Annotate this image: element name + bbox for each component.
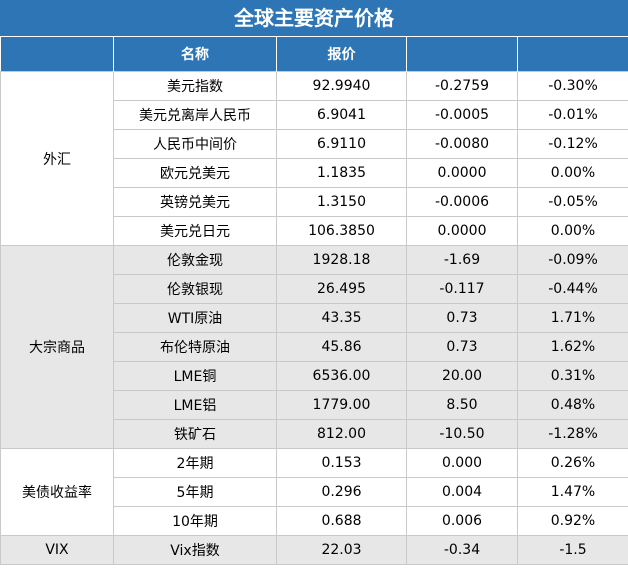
change-pct-cell: -1.28% xyxy=(517,419,628,449)
asset-name-cell: LME铝 xyxy=(113,390,277,420)
category-cell: 美债收益率 xyxy=(0,448,114,536)
table-row: 铁矿石 812.00 -10.50 -1.28% xyxy=(1,419,628,449)
header-row: 名称 报价 xyxy=(0,37,628,72)
change-cell: 0.006 xyxy=(406,506,518,536)
change-pct-cell: -1.5 xyxy=(517,535,628,565)
change-cell: -0.0006 xyxy=(406,187,518,217)
table-row: 欧元兑美元 1.1835 0.0000 0.00% xyxy=(1,158,628,188)
asset-name-cell: Vix指数 xyxy=(113,535,277,565)
table-row: 外汇 美元指数 92.9940 -0.2759 -0.30% xyxy=(0,71,628,246)
table-row: 伦敦银现 26.495 -0.117 -0.44% xyxy=(1,274,628,304)
change-cell: 0.0000 xyxy=(406,216,518,246)
price-cell: 6536.00 xyxy=(276,361,407,391)
change-cell: 0.73 xyxy=(406,303,518,333)
table-row: LME铝 1779.00 8.50 0.48% xyxy=(1,390,628,420)
change-pct-cell: 0.92% xyxy=(517,506,628,536)
asset-name-cell: 铁矿石 xyxy=(113,419,277,449)
table-title: 全球主要资产价格 xyxy=(0,0,628,36)
table-row: 人民币中间价 6.9110 -0.0080 -0.12% xyxy=(1,129,628,159)
table-body: 外汇 美元指数 92.9940 -0.2759 -0.30% 美元兑离岸人民币 6.9041… xyxy=(0,71,628,565)
header-price: 报价 xyxy=(276,37,407,72)
price-cell: 0.153 xyxy=(276,448,407,478)
asset-name-cell: 美元兑日元 xyxy=(113,216,277,246)
change-pct-cell: 1.71% xyxy=(517,303,628,333)
asset-name-cell: 欧元兑美元 xyxy=(113,158,277,188)
change-cell: 0.0000 xyxy=(406,158,518,188)
asset-name-cell: WTI原油 xyxy=(113,303,277,333)
change-pct-cell: 0.31% xyxy=(517,361,628,391)
price-cell: 43.35 xyxy=(276,303,407,333)
price-cell: 45.86 xyxy=(276,332,407,362)
asset-name-cell: 美元兑离岸人民币 xyxy=(113,100,277,130)
price-cell: 6.9110 xyxy=(276,129,407,159)
header-category xyxy=(0,37,114,72)
change-cell: -0.2759 xyxy=(406,71,518,101)
table-row: LME铜 6536.00 20.00 0.31% xyxy=(1,361,628,391)
asset-name-cell: 人民币中间价 xyxy=(113,129,277,159)
change-cell: -0.0080 xyxy=(406,129,518,159)
price-cell: 812.00 xyxy=(276,419,407,449)
asset-price-table: 名称 报价 外汇 美元指数 92.9940 -0.2759 -0.30% 美元兑离岸人民币… xyxy=(0,37,628,565)
table-row: 美元兑离岸人民币 6.9041 -0.0005 -0.01% xyxy=(1,100,628,130)
change-pct-cell: -0.09% xyxy=(517,245,628,275)
price-cell: 1779.00 xyxy=(276,390,407,420)
asset-name-cell: 美元指数 xyxy=(113,71,277,101)
change-cell: -0.117 xyxy=(406,274,518,304)
asset-name-cell: 10年期 xyxy=(113,506,277,536)
price-cell: 1928.18 xyxy=(276,245,407,275)
change-pct-cell: -0.01% xyxy=(517,100,628,130)
change-cell: 8.50 xyxy=(406,390,518,420)
table-row: 10年期 0.688 0.006 0.92% xyxy=(1,506,628,536)
change-cell: 0.004 xyxy=(406,477,518,507)
table-row: 5年期 0.296 0.004 1.47% xyxy=(1,477,628,507)
asset-name-cell: 伦敦金现 xyxy=(113,245,277,275)
table-row: VIX Vix指数 22.03 -0.34 -1.5 xyxy=(0,535,628,565)
change-pct-cell: -0.05% xyxy=(517,187,628,217)
change-pct-cell: 0.00% xyxy=(517,158,628,188)
change-cell: -0.34 xyxy=(406,535,518,565)
change-cell: 0.73 xyxy=(406,332,518,362)
table-row: 美元兑日元 106.3850 0.0000 0.00% xyxy=(1,216,628,246)
change-cell: 0.000 xyxy=(406,448,518,478)
change-cell: 20.00 xyxy=(406,361,518,391)
table-row: 大宗商品 伦敦金现 1928.18 -1.69 -0.09% xyxy=(0,245,628,449)
change-pct-cell: -0.44% xyxy=(517,274,628,304)
change-pct-cell: 1.62% xyxy=(517,332,628,362)
header-change-pct xyxy=(517,37,628,72)
change-pct-cell: -0.12% xyxy=(517,129,628,159)
header-change xyxy=(406,37,518,72)
price-cell: 1.3150 xyxy=(276,187,407,217)
price-cell: 26.495 xyxy=(276,274,407,304)
change-pct-cell: 1.47% xyxy=(517,477,628,507)
category-cell: VIX xyxy=(0,535,114,565)
price-cell: 0.688 xyxy=(276,506,407,536)
change-cell: -0.0005 xyxy=(406,100,518,130)
asset-name-cell: LME铜 xyxy=(113,361,277,391)
category-cell: 外汇 xyxy=(0,71,114,246)
price-cell: 106.3850 xyxy=(276,216,407,246)
asset-name-cell: 伦敦银现 xyxy=(113,274,277,304)
asset-name-cell: 5年期 xyxy=(113,477,277,507)
price-cell: 92.9940 xyxy=(276,71,407,101)
table-row: 英镑兑美元 1.3150 -0.0006 -0.05% xyxy=(1,187,628,217)
category-cell: 大宗商品 xyxy=(0,245,114,449)
table-row: 美债收益率 2年期 0.153 0.000 0.26% xyxy=(0,448,628,536)
asset-name-cell: 布伦特原油 xyxy=(113,332,277,362)
price-cell: 1.1835 xyxy=(276,158,407,188)
change-pct-cell: -0.30% xyxy=(517,71,628,101)
change-pct-cell: 0.26% xyxy=(517,448,628,478)
price-cell: 6.9041 xyxy=(276,100,407,130)
price-cell: 0.296 xyxy=(276,477,407,507)
header-name: 名称 xyxy=(113,37,277,72)
change-pct-cell: 0.48% xyxy=(517,390,628,420)
change-pct-cell: 0.00% xyxy=(517,216,628,246)
change-cell: -1.69 xyxy=(406,245,518,275)
asset-name-cell: 英镑兑美元 xyxy=(113,187,277,217)
change-cell: -10.50 xyxy=(406,419,518,449)
asset-name-cell: 2年期 xyxy=(113,448,277,478)
price-cell: 22.03 xyxy=(276,535,407,565)
